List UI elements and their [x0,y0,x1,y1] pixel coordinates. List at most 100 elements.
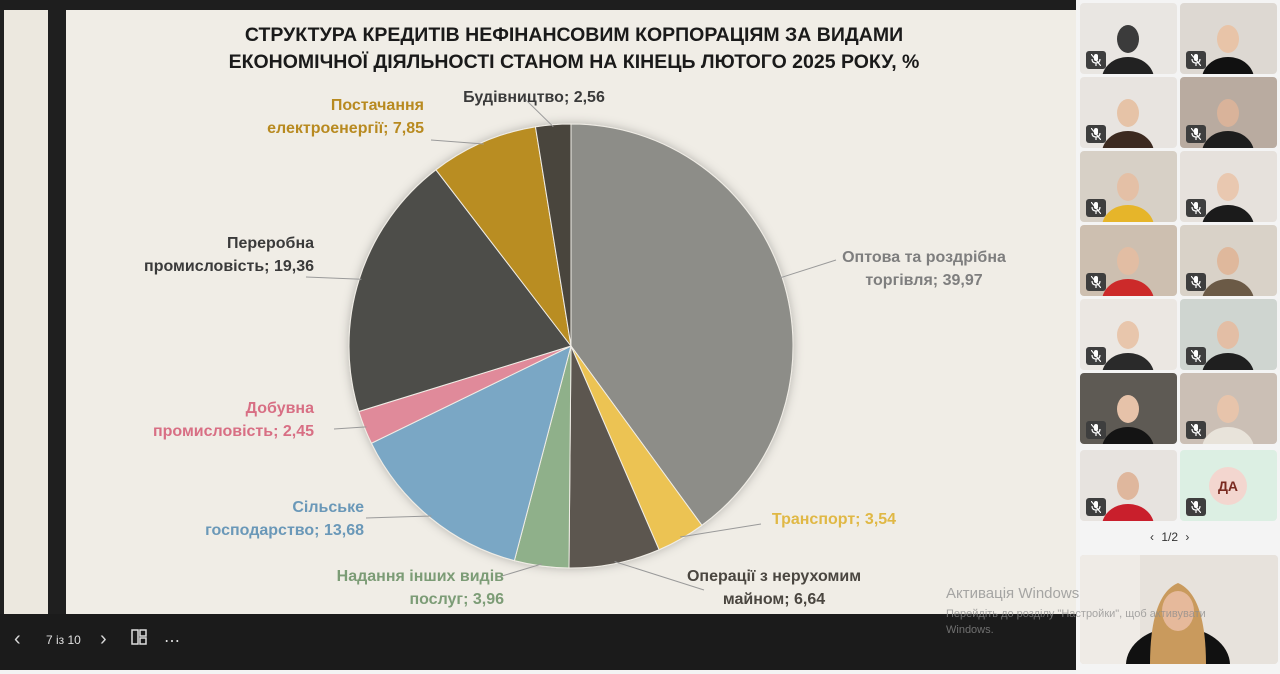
slice-label-line-2: майном; 6,64 [722,591,826,608]
participant-video [1102,472,1154,521]
slide-title: СТРУКТУРА КРЕДИТІВ НЕФІНАНСОВИМ КОРПОРАЦ… [154,22,994,76]
slice-label: Операції з нерухомим майном; 6,64 [664,565,884,611]
microphone-muted-icon [1186,199,1206,217]
chevron-right-icon[interactable]: › [1185,530,1190,544]
slice-label: Будівництво; 2,56 [444,86,624,109]
pager-text: 1/2 [1161,530,1179,544]
participant-video [1202,99,1254,148]
slice-label-line-2: промисловість; 19,36 [144,258,314,275]
microphone-muted-icon [1086,125,1106,143]
participant-video [1202,247,1254,296]
participant-video [1102,395,1154,444]
slide-decor-bar [48,10,66,614]
slice-label-line-1: Оптова та роздрібна [842,249,1006,266]
slice-label-line-2: торгівля; 39,97 [865,272,983,289]
slice-label: Постачання електроенергії; 7,85 [224,94,424,140]
slice-label-line-1: Постачання [330,97,424,114]
microphone-muted-icon [1186,347,1206,365]
presentation-controls: ‹ 7 із 10 › ⋯ [0,614,1076,670]
microphone-muted-icon [1186,273,1206,291]
participant-tile[interactable] [1080,151,1177,222]
leader-line [680,523,762,538]
chevron-left-icon[interactable]: ‹ [14,628,21,650]
leader-line [523,97,554,128]
participant-tile[interactable] [1180,225,1277,296]
pie-slice [534,123,572,347]
slice-label: Сільське господарство; 13,68 [154,496,364,542]
chevron-right-icon[interactable]: › [100,628,107,650]
participant-tile[interactable] [1080,299,1177,370]
leader-line [501,563,542,577]
page-indicator: 7 із 10 [46,633,81,647]
slice-label-line-1: Надання інших видів [336,568,504,585]
participant-tile[interactable] [1080,373,1177,444]
slice-label: Добувна промисловість; 2,45 [114,397,314,443]
participant-tile[interactable] [1080,3,1177,74]
window-top-strip [0,0,1076,10]
more-options-button[interactable]: ⋯ [164,633,180,650]
slide-title-line-1: СТРУКТУРА КРЕДИТІВ НЕФІНАНСОВИМ КОРПОРАЦ… [244,24,904,46]
pie-slice [435,126,572,347]
participant-video [1102,25,1154,74]
active-speaker-video[interactable] [1080,555,1278,664]
leader-line [614,561,705,591]
participant-tile[interactable] [1180,299,1277,370]
participant-tile[interactable] [1080,77,1177,148]
presentation-stage: СТРУКТУРА КРЕДИТІВ НЕФІНАНСОВИМ КОРПОРАЦ… [0,10,1076,614]
microphone-muted-icon [1086,51,1106,69]
leader-line [430,139,484,145]
participant-video [1102,321,1154,370]
slice-label-line-1: Переробна [226,235,314,252]
participant-tile[interactable] [1180,3,1277,74]
microphone-muted-icon [1086,498,1106,516]
slide-left-band [4,10,48,614]
slide-title-line-2: ЕКОНОМІЧНОЇ ДІЯЛЬНОСТІ СТАНОМ НА КІНЕЦЬ … [228,51,920,73]
slice-label-line-1: Добувна [245,400,314,417]
slice-label-line-2: промисловість; 2,45 [152,423,314,440]
pie-slice [370,345,572,562]
leader-line [333,426,367,430]
slice-label-line-1: Сільське [292,499,364,516]
microphone-muted-icon [1186,125,1206,143]
slice-label-line-2: електроенергії; 7,85 [267,120,424,137]
slice-label: Надання інших видів послуг; 3,96 [294,565,504,611]
microphone-muted-icon [1186,421,1206,439]
slice-label-line-1: Операції з нерухомим [686,568,862,585]
participants-pager[interactable]: ‹ 1/2 › [1150,530,1189,544]
slice-label-line-1: Транспорт; 3,54 [771,511,897,528]
leader-line [305,276,362,280]
microphone-muted-icon [1186,498,1206,516]
pie-chart [305,97,837,591]
windows-activation-title: Активація Windows [946,585,1080,602]
microphone-muted-icon [1086,421,1106,439]
slice-label: Транспорт; 3,54 [749,508,919,531]
participant-video [1202,321,1254,370]
slides-layout-icon[interactable] [131,629,147,645]
slice-label-line-2: господарство; 13,68 [205,522,364,539]
slice-label-line-2: послуг; 3,96 [409,591,504,608]
slide: СТРУКТУРА КРЕДИТІВ НЕФІНАНСОВИМ КОРПОРАЦ… [4,10,1076,614]
pie-slice [348,169,572,413]
microphone-muted-icon [1086,199,1106,217]
participant-tile[interactable] [1180,151,1277,222]
participant-tile[interactable] [1080,450,1177,521]
microphone-muted-icon [1186,51,1206,69]
participant-video [1102,99,1154,148]
participant-tile[interactable] [1080,225,1177,296]
slice-label: Переробна промисловість; 19,36 [84,232,314,278]
leader-line [780,259,837,279]
microphone-muted-icon [1086,347,1106,365]
participant-tile[interactable] [1180,373,1277,444]
speaker-person [1080,555,1278,664]
chevron-left-icon[interactable]: ‹ [1150,530,1154,544]
participant-video [1202,173,1254,222]
participant-video [1102,247,1154,296]
participant-video [1202,25,1254,74]
slice-label-line-1: Будівництво; 2,56 [463,89,605,106]
participant-tile-initials[interactable]: ДА [1180,450,1277,521]
leader-line [365,515,432,519]
participant-video [1202,395,1254,444]
avatar-initials: ДА [1209,467,1247,505]
participant-video [1102,173,1154,222]
participant-tile[interactable] [1180,77,1277,148]
